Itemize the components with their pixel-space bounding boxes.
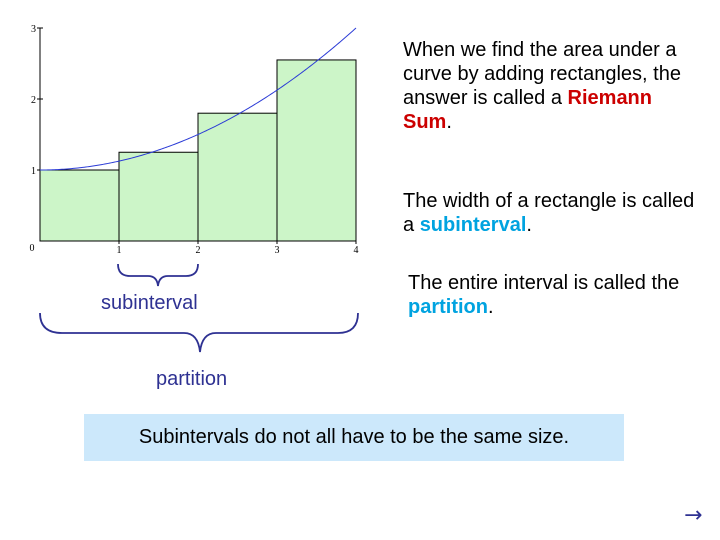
subinterval-brace — [117, 263, 199, 287]
rectangle-2 — [118, 151, 199, 242]
note-box: Subintervals do not all have to be the s… — [84, 414, 624, 461]
partition-label: partition — [156, 368, 228, 390]
tick-labels: 0 1 2 3 4 1 2 3 — [30, 24, 359, 256]
x-tick-label-4: 4 — [354, 245, 359, 256]
y-tick-label-3: 3 — [31, 24, 36, 35]
subinterval-term: subinterval — [419, 214, 527, 236]
x-tick-label-0: 0 — [30, 243, 35, 254]
note-text: Subintervals do not all have to be the s… — [138, 426, 570, 448]
right-arrow-icon[interactable]: → — [684, 503, 703, 528]
partition-text-end: . — [488, 296, 494, 318]
x-tick-label-3: 3 — [275, 245, 280, 256]
rectangle-4 — [276, 59, 357, 242]
partition-brace — [39, 312, 359, 353]
rectangle-3 — [197, 112, 278, 242]
riemann-sum-text-main: When we find the area under a curve by a… — [403, 39, 681, 109]
riemann-sum-text: When we find the area under a curve by a… — [403, 38, 703, 134]
x-tick-label-1: 1 — [117, 245, 122, 256]
subinterval-text-main: The width of a rectangle is called a — [403, 190, 695, 236]
riemann-sum-text-end: . — [446, 111, 452, 133]
x-tick-label-2: 2 — [196, 245, 201, 256]
y-tick-label-2: 2 — [31, 95, 36, 106]
axes — [37, 27, 357, 244]
rectangles — [39, 59, 357, 242]
subinterval-text: The width of a rectangle is called a sub… — [403, 189, 703, 237]
subinterval-label: subinterval — [101, 292, 198, 314]
riemann-sum-term: Riemann Sum — [403, 87, 652, 133]
partition-term: partition — [408, 296, 488, 318]
partition-text-main: The entire interval is called the — [408, 272, 680, 294]
curve-line — [40, 27, 357, 171]
rectangle-1 — [39, 169, 120, 242]
subinterval-text-end: . — [526, 214, 532, 236]
y-tick-label-1: 1 — [31, 166, 36, 177]
partition-text: The entire interval is called the partit… — [408, 271, 708, 319]
